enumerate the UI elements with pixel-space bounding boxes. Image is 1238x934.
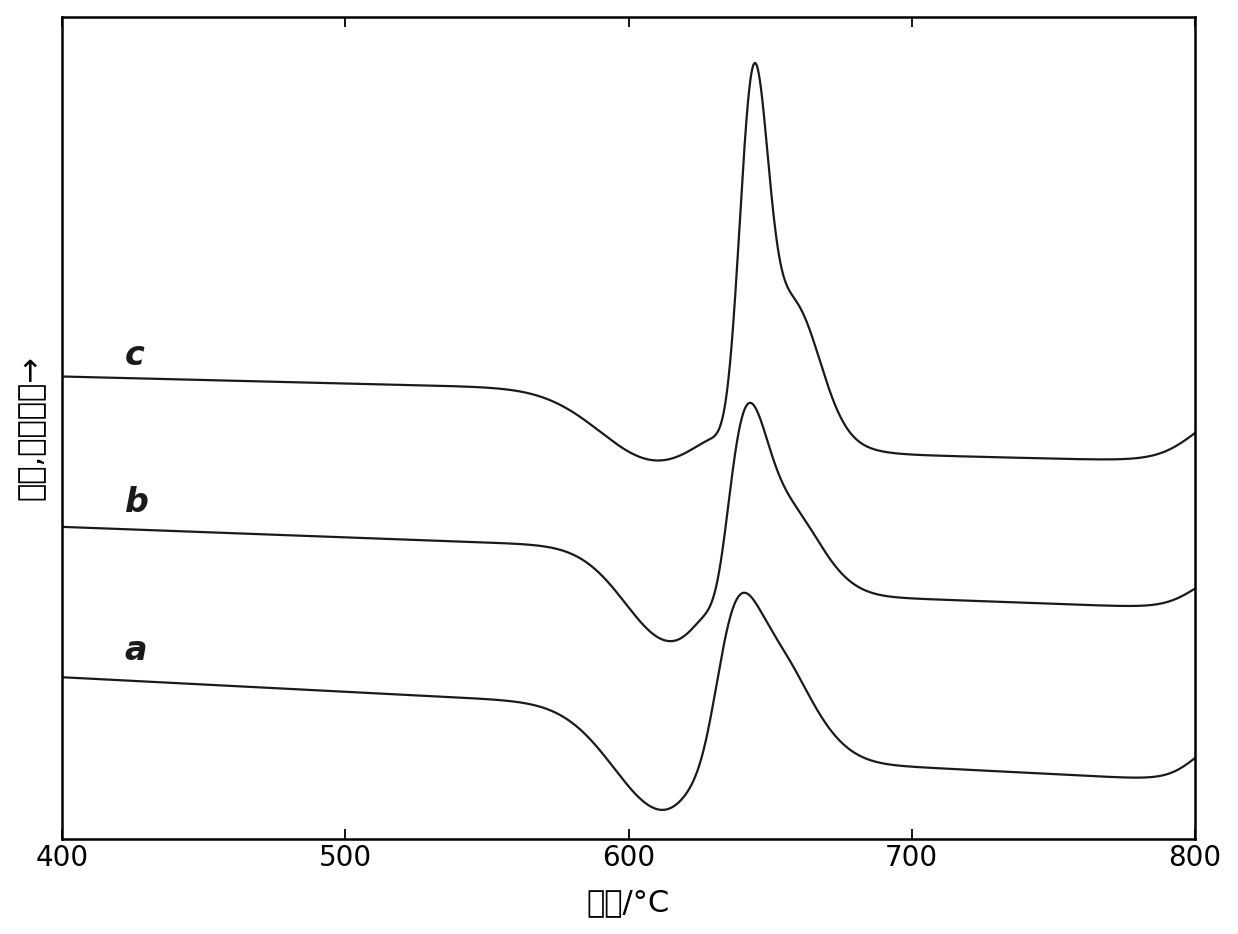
Y-axis label: 热流,放热方向→: 热流,放热方向→: [16, 355, 46, 500]
Text: b: b: [125, 487, 149, 519]
X-axis label: 温度/°C: 温度/°C: [587, 888, 670, 917]
Text: c: c: [125, 339, 145, 372]
Text: a: a: [125, 634, 147, 667]
